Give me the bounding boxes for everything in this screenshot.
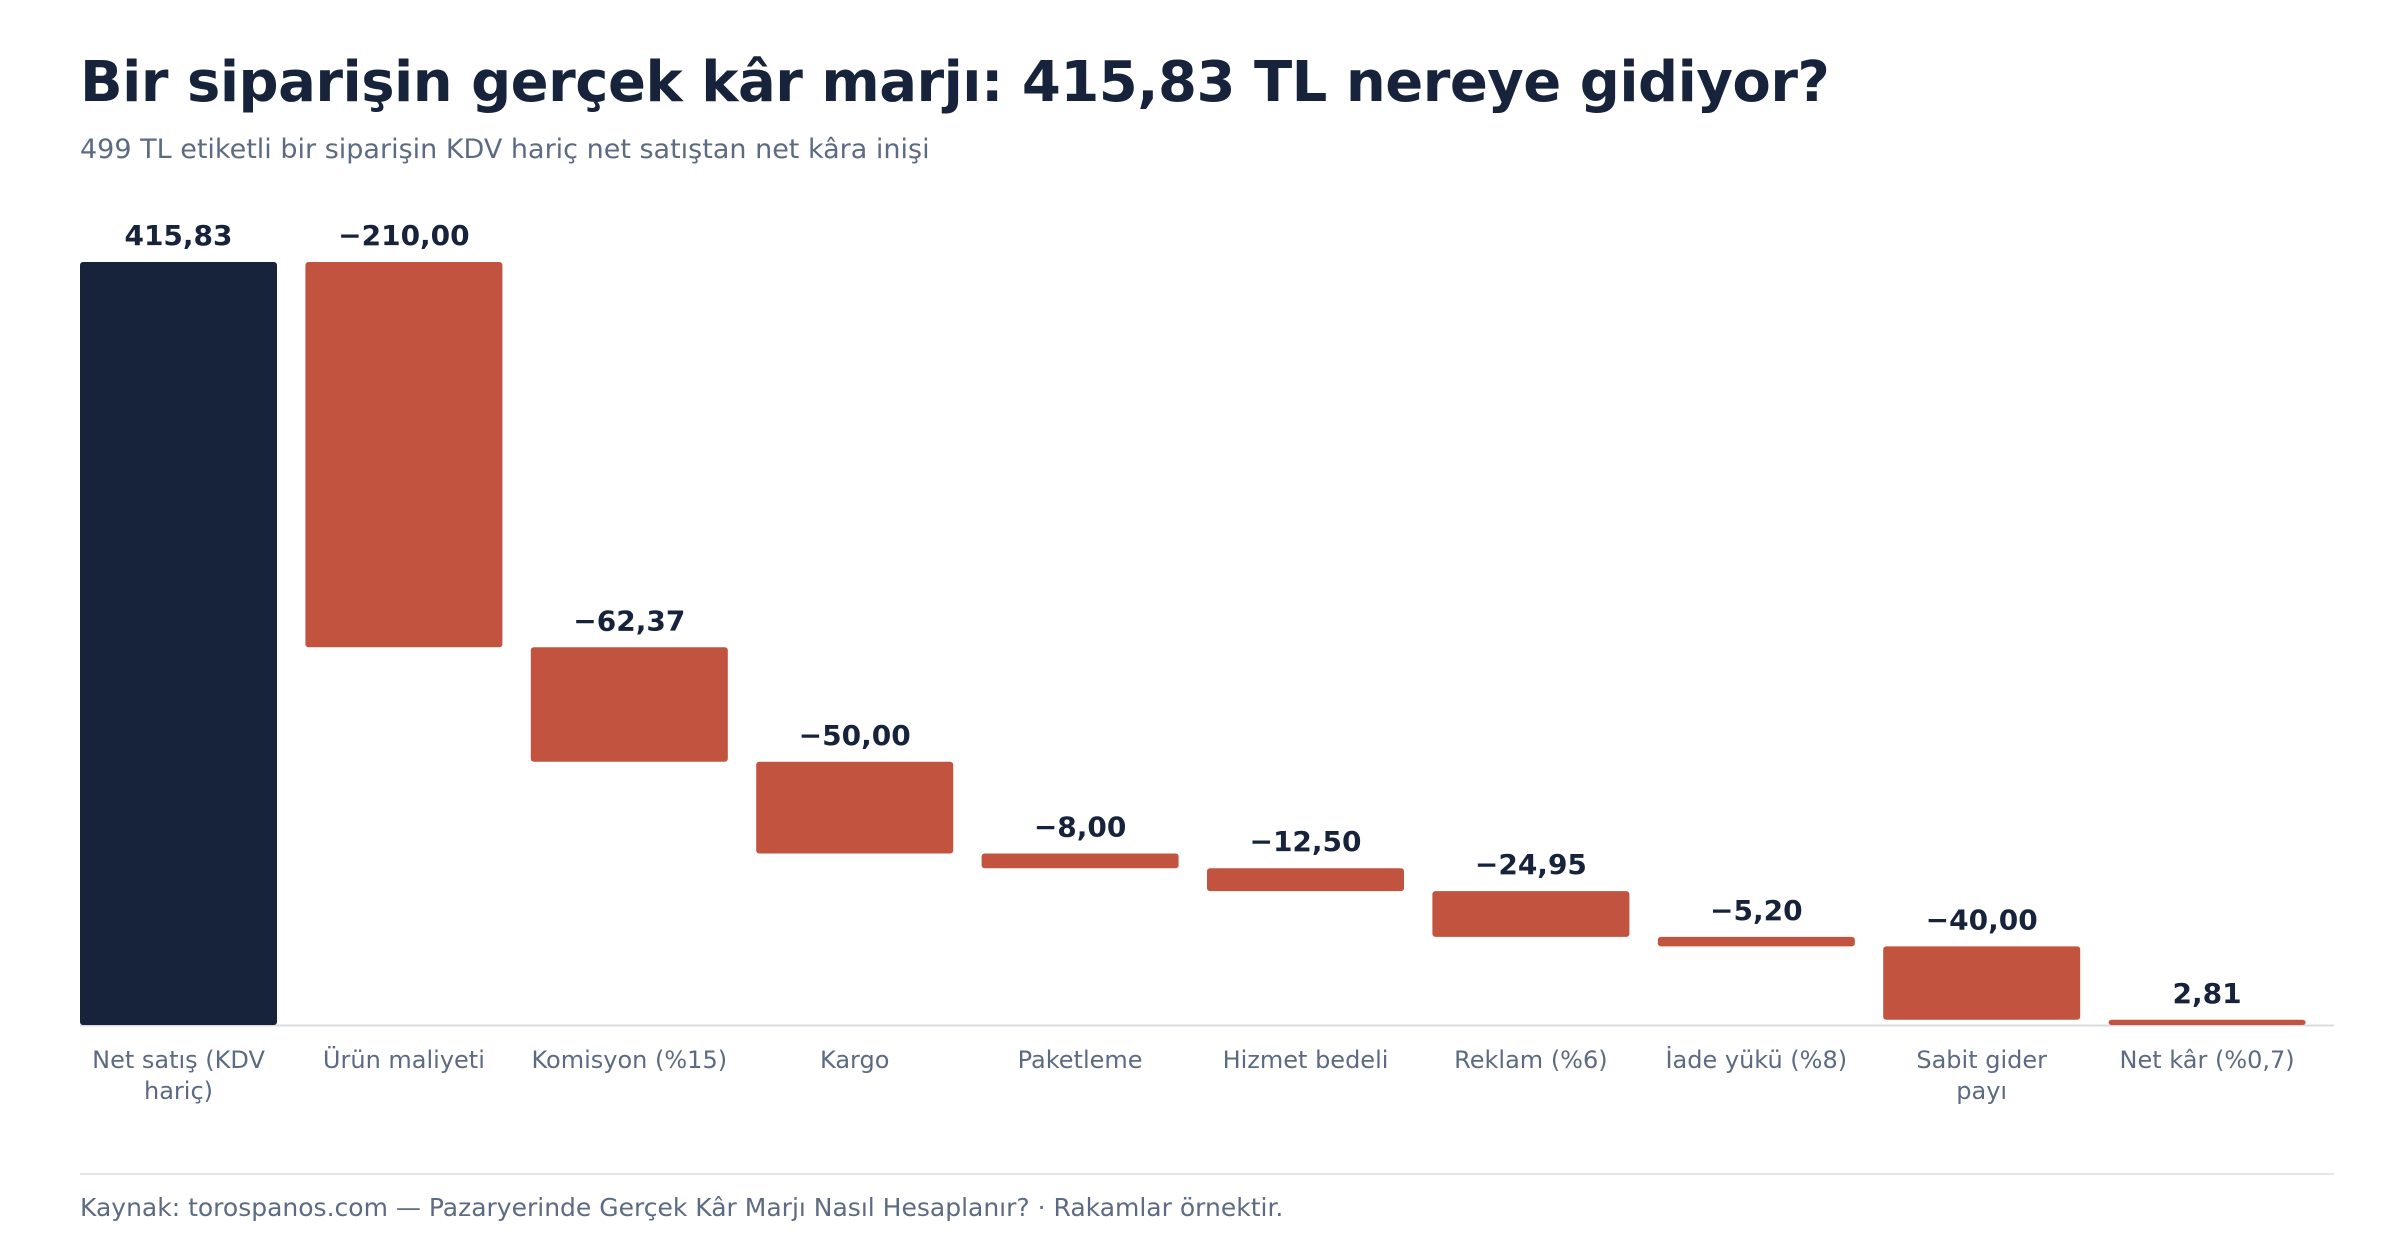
category-label: Net kâr (%0,7) [2120, 1046, 2295, 1074]
value-label: 415,83 [124, 219, 232, 252]
waterfall-bar [1657, 936, 1855, 947]
category-label-line: Sabit gider [1916, 1046, 2047, 1074]
waterfall-bar [981, 853, 1179, 869]
category-label: Paketleme [1018, 1046, 1143, 1074]
value-label: −62,37 [573, 604, 685, 637]
value-label: −40,00 [1926, 903, 2038, 936]
category-label-line: Paketleme [1018, 1046, 1143, 1074]
category-label: İade yükü (%8) [1665, 1045, 1847, 1074]
waterfall-bar [756, 761, 954, 854]
source-note: Kaynak: torospanos.com — Pazaryerinde Ge… [80, 1193, 1284, 1222]
value-label: −5,20 [1710, 894, 1803, 927]
category-label: Komisyon (%15) [532, 1046, 728, 1074]
value-label: −210,00 [338, 219, 470, 252]
footer-divider [80, 1173, 2334, 1175]
category-label: Net satış (KDV hariç) [92, 1046, 265, 1105]
waterfall-bar [1883, 946, 2081, 1020]
category-label-line: Net satış (KDV [92, 1046, 265, 1074]
category-label-line: Kargo [820, 1046, 889, 1074]
category-label-line: Hizmet bedeli [1223, 1046, 1389, 1074]
category-label: Hizmet bedeli [1223, 1046, 1389, 1074]
chart-subtitle: 499 TL etiketli bir siparişin KDV hariç … [80, 134, 930, 165]
category-label-line: payı [1956, 1077, 2007, 1105]
waterfall-bar [2108, 1019, 2306, 1025]
category-label: Ürün maliyeti [323, 1045, 485, 1074]
category-label: Kargo [820, 1046, 889, 1074]
category-label: Reklam (%6) [1454, 1046, 1607, 1074]
waterfall-bar [1207, 868, 1404, 892]
category-label-line: Net kâr (%0,7) [2120, 1046, 2295, 1074]
category-label-line: Komisyon (%15) [532, 1046, 728, 1074]
waterfall-bar [305, 262, 503, 648]
value-label: −50,00 [799, 719, 911, 752]
category-label-line: Reklam (%6) [1454, 1046, 1607, 1074]
waterfall-bar [530, 647, 728, 762]
waterfall-bar [1432, 891, 1630, 937]
category-label: Sabit gider payı [1916, 1046, 2047, 1105]
value-label: −24,95 [1475, 848, 1587, 881]
category-label-line: hariç) [144, 1077, 213, 1105]
category-label-line: İade yükü (%8) [1665, 1045, 1847, 1074]
category-label-line: Ürün maliyeti [323, 1045, 485, 1074]
value-label: −8,00 [1034, 811, 1127, 844]
waterfall-bar [80, 262, 277, 1025]
chart-title: Bir siparişin gerçek kâr marjı: 415,83 T… [80, 50, 1830, 115]
value-label: −12,50 [1249, 825, 1361, 858]
value-label: 2,81 [2173, 977, 2242, 1010]
